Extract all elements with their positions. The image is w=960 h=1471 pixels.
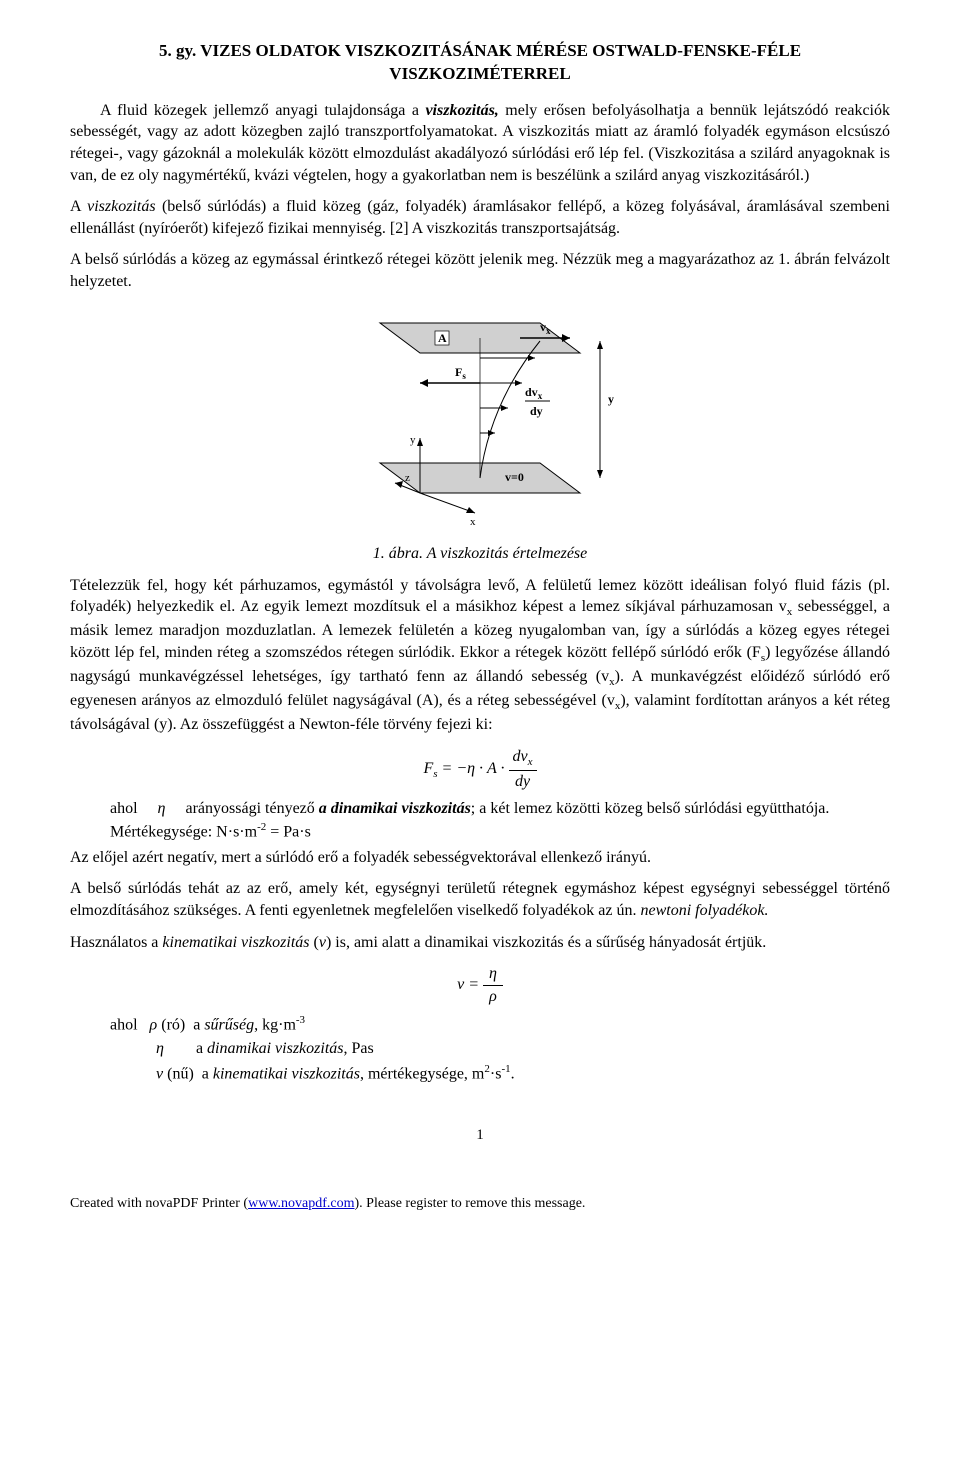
equation-2: ν = η ρ	[70, 963, 890, 1007]
where2-l1: ahol ρ (ró) a sűrűség, kg·m-3	[110, 1013, 890, 1036]
where-block-1: ahol η arányossági tényező a dinamikai v…	[110, 798, 890, 843]
footer-b: ). Please register to remove this messag…	[355, 1196, 586, 1211]
where-block-2: ahol ρ (ró) a sűrűség, kg·m-3 η a dinami…	[110, 1013, 890, 1084]
paragraph-1: A fluid közegek jellemző anyagi tulajdon…	[70, 100, 890, 186]
p1-term: viszkozitás,	[425, 102, 498, 119]
page-title: 5. gy. VIZES OLDATOK VISZKOZITÁSÁNAK MÉR…	[70, 40, 890, 86]
viscosity-diagram: A vx Fs dvx dy y v=0 y x	[310, 303, 650, 533]
w2l1-term: sűrűség	[204, 1017, 254, 1034]
footer-link[interactable]: www.novapdf.com	[248, 1196, 354, 1211]
w2l2-sym: η	[156, 1040, 164, 1057]
p2-term: viszkozitás	[87, 198, 155, 215]
footer-a: Created with novaPDF Printer (	[70, 1196, 248, 1211]
where2-l3: ν (nű) a kinematikai viszkozitás, mérték…	[156, 1062, 890, 1085]
p2-a: A	[70, 198, 87, 215]
w2l1-a: a	[193, 1017, 204, 1034]
w2l1-b: , kg·m	[254, 1017, 296, 1034]
w2l3-e2: -1	[501, 1063, 510, 1075]
paragraph-2: A viszkozitás (belső súrlódás) a fluid k…	[70, 196, 890, 239]
w2l1-exp: -3	[296, 1014, 305, 1026]
where1-tc: = Pa·s	[266, 823, 311, 840]
w2l2-term: dinamikai viszkozitás	[207, 1040, 343, 1057]
p4-a: Tételezzük fel, hogy két párhuzamos, egy…	[70, 577, 890, 616]
w2l1-par: (ró)	[161, 1017, 185, 1034]
equation-1: Fs = −η · A · dvx dy	[70, 746, 890, 793]
fig-axis-x: x	[470, 516, 476, 528]
title-line1: 5. gy. VIZES OLDATOK VISZKOZITÁSÁNAK MÉR…	[159, 41, 801, 60]
where1-label: ahol	[110, 800, 138, 817]
p7-b: (	[310, 934, 319, 951]
p1-a: A fluid közegek jellemző anyagi tulajdon…	[100, 102, 425, 119]
fig-label-vx: vx	[540, 320, 551, 336]
p6-term: newtoni folyadékok.	[640, 902, 768, 919]
pdf-footer: Created with novaPDF Printer (www.novapd…	[70, 1195, 890, 1214]
paragraph-3: A belső súrlódás a közeg az egymással ér…	[70, 249, 890, 292]
p3: A belső súrlódás a közeg az egymással ér…	[70, 251, 890, 290]
fig-axis-z: z	[405, 472, 410, 484]
w2l3-end: .	[511, 1065, 515, 1082]
where1-ta: arányossági tényező	[185, 800, 318, 817]
where1-term: a dinamikai viszkozitás	[319, 800, 471, 817]
paragraph-6: A belső súrlódás tehát az az erő, amely …	[70, 878, 890, 921]
where1-line: ahol η arányossági tényező a dinamikai v…	[110, 798, 890, 843]
figure-1-caption: 1. ábra. A viszkozitás értelmezése	[70, 543, 890, 565]
w2l2-b: , Pas	[343, 1040, 373, 1057]
where1-exp: -2	[257, 821, 266, 833]
fig-label-fs: Fs	[455, 365, 466, 381]
where2-label: ahol	[110, 1017, 138, 1034]
where1-sym: η	[158, 800, 166, 817]
fig-label-a: A	[438, 331, 447, 345]
paragraph-5: Az előjel azért negatív, mert a súrlódó …	[70, 847, 890, 869]
w2l3-sym: ν	[156, 1065, 163, 1082]
fig-axis-y: y	[410, 434, 416, 446]
figure-1: A vx Fs dvx dy y v=0 y x	[70, 303, 890, 540]
page-number: 1	[70, 1125, 890, 1145]
p7-nu: ν	[319, 934, 326, 951]
p7-a: Használatos a	[70, 934, 162, 951]
w2l1-sym: ρ	[150, 1017, 158, 1034]
w2l2-a: a	[196, 1040, 207, 1057]
fig-label-v0: v=0	[505, 470, 524, 484]
fig-label-y: y	[608, 392, 614, 406]
p7-term: kinematikai viszkozitás	[162, 934, 309, 951]
paragraph-7: Használatos a kinematikai viszkozitás (ν…	[70, 932, 890, 954]
fig-label-dvx: dvx	[525, 385, 543, 401]
w2l3-mid: ·s	[490, 1065, 502, 1082]
w2l3-b: , mértékegysége, m	[360, 1065, 484, 1082]
paragraph-4: Tételezzük fel, hogy két párhuzamos, egy…	[70, 575, 890, 736]
title-line2: VISZKOZIMÉTERREL	[389, 64, 570, 83]
w2l3-term: kinematikai viszkozitás	[213, 1065, 360, 1082]
p7-c: ) is, ami alatt a dinamikai viszkozitás …	[326, 934, 766, 951]
fig-label-dy: dy	[530, 404, 543, 418]
where2-l2: η a dinamikai viszkozitás, Pas	[156, 1038, 890, 1060]
w2l3-a: a	[202, 1065, 213, 1082]
w2l3-par: (nű)	[167, 1065, 194, 1082]
p2-b: (belső súrlódás) a fluid közeg (gáz, fol…	[70, 198, 890, 237]
